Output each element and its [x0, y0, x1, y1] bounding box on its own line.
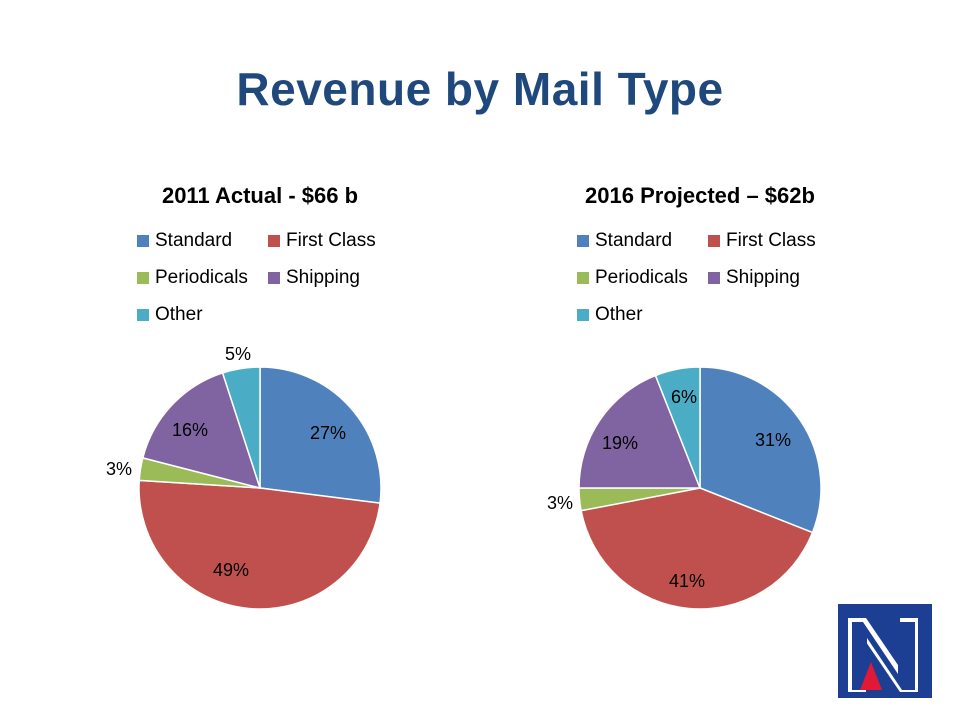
legend-item-first-class: First Class	[268, 230, 376, 252]
legend-label: Shipping	[726, 267, 800, 288]
legend-label: First Class	[286, 230, 376, 251]
legend-label: Periodicals	[155, 267, 248, 288]
legend-swatch	[137, 272, 149, 284]
legend-swatch	[268, 235, 280, 247]
legend-item-shipping: Shipping	[708, 267, 800, 289]
legend-label: First Class	[726, 230, 816, 251]
data-label-shipping: 19%	[602, 433, 638, 453]
pie-slice-shipping	[141, 371, 262, 490]
data-label-other: 5%	[225, 344, 251, 364]
chart-title-2011: 2011 Actual - $66 b	[161, 183, 359, 208]
data-label-first-class: 49%	[213, 560, 249, 580]
legend-item-periodicals: Periodicals	[577, 267, 688, 289]
legend-item-periodicals: Periodicals	[137, 267, 248, 289]
data-label-standard: 27%	[310, 423, 346, 443]
legend-item-shipping: Shipping	[268, 267, 360, 289]
pie-slice-standard	[259, 366, 382, 505]
legend-label: Standard	[595, 230, 673, 251]
data-label-periodicals: 3%	[106, 459, 132, 479]
pie-slice-shipping	[578, 374, 702, 489]
data-label-first-class: 41%	[669, 571, 705, 591]
legend-label: Other	[595, 304, 643, 325]
pie-slice-standard	[699, 366, 822, 534]
pie-slice-other	[654, 366, 701, 489]
legend-swatch	[137, 309, 149, 321]
data-label-shipping: 16%	[172, 420, 208, 440]
legend-item-other: Other	[137, 304, 203, 326]
legend-swatch	[708, 235, 720, 247]
pie-slice-other	[221, 366, 261, 489]
usps-logo-icon	[838, 604, 932, 698]
page-title: Revenue by Mail Type	[236, 63, 724, 115]
legend-label: Other	[155, 304, 203, 325]
legend-item-standard: Standard	[577, 230, 672, 252]
pie-slice-first-class	[580, 487, 814, 610]
pie-slice-first-class	[138, 479, 381, 610]
data-label-standard: 31%	[755, 430, 791, 450]
legend-swatch	[268, 272, 280, 284]
legend-item-first-class: First Class	[708, 230, 816, 252]
legend-swatch	[708, 272, 720, 284]
legend-item-other: Other	[577, 304, 643, 326]
legend-item-standard: Standard	[137, 230, 232, 252]
chart-title-2016: 2016 Projected – $62b	[585, 183, 815, 208]
legend-swatch	[577, 309, 589, 321]
data-label-other: 6%	[671, 387, 697, 407]
legend-label: Standard	[155, 230, 233, 251]
legend-swatch	[577, 235, 589, 247]
legend-swatch	[577, 272, 589, 284]
legend-label: Periodicals	[595, 267, 688, 288]
legend-swatch	[137, 235, 149, 247]
legend-label: Shipping	[286, 267, 360, 288]
data-label-periodicals: 3%	[547, 493, 573, 513]
